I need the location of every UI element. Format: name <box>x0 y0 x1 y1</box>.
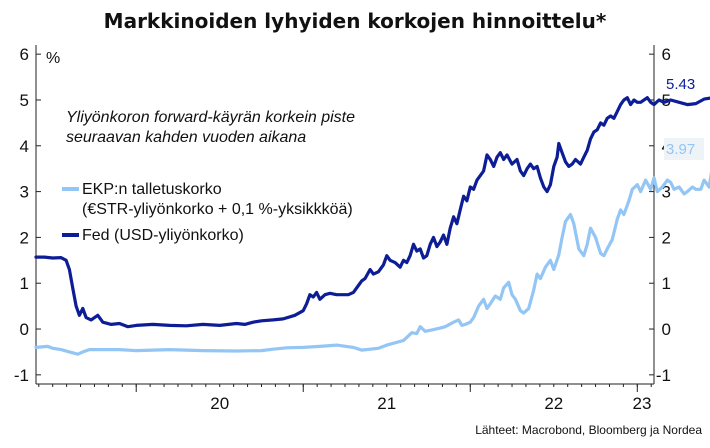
left-y-axis: -1 0 1 2 3 4 5 6 <box>14 45 41 385</box>
x-tick-label: 23 <box>633 394 652 413</box>
left-y-tick-label: 0 <box>20 320 29 339</box>
left-y-tick-label: 6 <box>20 45 29 64</box>
series-line-fed <box>34 96 710 329</box>
right-y-tick-label: 6 <box>662 45 671 64</box>
x-axis: 20 21 22 23 <box>36 383 654 413</box>
left-y-tick-label: 5 <box>20 91 29 110</box>
left-y-tick-label: -1 <box>14 366 29 385</box>
left-y-tick-label: 3 <box>20 183 29 202</box>
series-layer <box>34 96 710 356</box>
right-y-tick-label: 1 <box>662 274 671 293</box>
right-y-tick-label: 0 <box>662 320 671 339</box>
right-y-tick-label: 3 <box>662 183 671 202</box>
left-y-tick-label: 1 <box>20 274 29 293</box>
legend-label-ecb-line-2: (€STR-yliyönkorko + 0,1 %-yksikkköä) <box>82 201 353 218</box>
x-tick-label: 22 <box>544 394 563 413</box>
series-line-ecb <box>34 171 710 356</box>
source-note: Lähteet: Macrobond, Bloomberg ja Nordea <box>475 423 702 437</box>
legend-label-ecb-line-1: EKP:n talletuskorko <box>82 181 222 198</box>
left-y-tick-label: 2 <box>20 228 29 247</box>
right-y-tick-label: -1 <box>656 366 671 385</box>
x-tick-label: 21 <box>377 394 396 413</box>
legend-label-fed: Fed (USD-yliyönkorko) <box>82 227 244 244</box>
right-y-tick-label: 2 <box>662 228 671 247</box>
legend: EKP:n talletuskorko (€STR-yliyönkorko + … <box>62 181 353 244</box>
subtitle-line-2: seuraavan kahden vuoden aikana <box>66 129 306 146</box>
end-label-ecb-bg <box>664 138 704 160</box>
subtitle-line-1: Yliyönkoron forward-käyrän korkein piste <box>66 109 355 126</box>
end-label-ecb: 3.97 <box>666 141 695 158</box>
end-label-fed: 5.43 <box>666 76 695 93</box>
chart-title: Markkinoiden lyhyiden korkojen hinnoitte… <box>104 9 607 33</box>
x-tick-label: 20 <box>210 394 229 413</box>
left-y-tick-label: 4 <box>20 137 29 156</box>
y-unit-label: % <box>46 50 60 67</box>
